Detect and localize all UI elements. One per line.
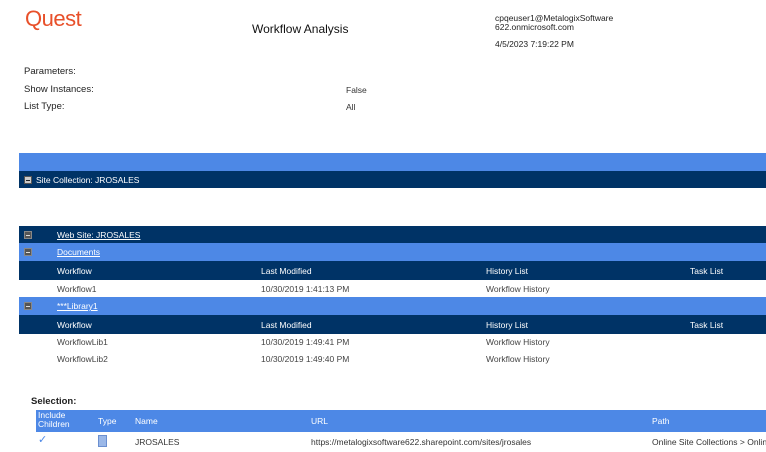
parameters-heading: Parameters:: [24, 66, 76, 77]
selection-row: ✓ JROSALES https://metalogixsoftware622.…: [36, 432, 766, 450]
history-list: Workflow History: [486, 337, 550, 347]
selection-header: Include Children Type Name URL Path: [36, 410, 766, 432]
col-history-list: History List: [486, 319, 529, 330]
table-header: Workflow Last Modified History List Task…: [19, 315, 766, 334]
user-domain: 622.onmicrosoft.com: [495, 22, 574, 32]
workflow-name: WorkflowLib1: [57, 337, 108, 347]
last-modified: 10/30/2019 1:41:13 PM: [261, 284, 350, 294]
col-last-modified: Last Modified: [261, 319, 312, 330]
report-title: Workflow Analysis: [252, 22, 349, 36]
workflow-name: WorkflowLib2: [57, 354, 108, 364]
col-history-list: History List: [486, 265, 529, 276]
col-include-children: Include Children: [38, 410, 70, 429]
quest-logo: Quest: [25, 6, 82, 31]
web-site-row: Web Site: JROSALES: [19, 226, 766, 243]
library1-link[interactable]: ***Library1: [57, 301, 98, 311]
site-type-icon: [98, 435, 107, 447]
collapse-icon[interactable]: [24, 302, 32, 310]
list-row-documents: Documents: [19, 243, 766, 261]
user-email: cpqeuser1@MetalogixSoftware: [495, 13, 614, 23]
selection-heading: Selection:: [31, 396, 77, 407]
col-type: Type: [98, 416, 117, 426]
selection-url[interactable]: https://metalogixsoftware622.sharepoint.…: [311, 437, 532, 447]
col-workflow: Workflow: [57, 265, 92, 276]
list-type-label: List Type:: [24, 101, 65, 112]
col-task-list: Task List: [690, 319, 724, 330]
collapse-icon[interactable]: [24, 248, 32, 256]
selection-name: JROSALES: [135, 437, 180, 447]
show-instances-value: False: [346, 85, 367, 95]
last-modified: 10/30/2019 1:49:41 PM: [261, 337, 350, 347]
col-name: Name: [135, 416, 158, 426]
col-last-modified: Last Modified: [261, 265, 312, 276]
col-task-list: Task List: [690, 265, 724, 276]
site-collection-row: Site Collection: JROSALES: [19, 171, 766, 188]
col-url: URL: [311, 416, 329, 426]
list-type-value: All: [346, 102, 356, 112]
col-workflow: Workflow: [57, 319, 92, 330]
collapse-icon[interactable]: [24, 230, 32, 239]
report-timestamp: 4/5/2023 7:19:22 PM: [495, 39, 574, 49]
web-site-link[interactable]: Web Site: JROSALES: [57, 229, 141, 240]
last-modified: 10/30/2019 1:49:40 PM: [261, 354, 350, 364]
table-row: Workflow1 10/30/2019 1:41:13 PM Workflow…: [19, 281, 766, 297]
collapse-icon[interactable]: [24, 175, 32, 184]
table-row: WorkflowLib2 10/30/2019 1:49:40 PM Workf…: [19, 351, 766, 367]
show-instances-label: Show Instances:: [24, 84, 94, 95]
history-list: Workflow History: [486, 354, 550, 364]
report-band: [19, 153, 766, 171]
user-info: cpqeuser1@MetalogixSoftware 622.onmicroso…: [495, 14, 613, 32]
list-row-library1: ***Library1: [19, 297, 766, 315]
selection-path: Online Site Collections > Online: [652, 437, 766, 447]
history-list: Workflow History: [486, 284, 550, 294]
workflow-name: Workflow1: [57, 284, 97, 294]
table-row: WorkflowLib1 10/30/2019 1:49:41 PM Workf…: [19, 334, 766, 350]
site-collection-label: Site Collection: JROSALES: [36, 174, 140, 185]
check-icon: ✓: [38, 434, 48, 446]
col-path: Path: [652, 416, 670, 426]
table-header: Workflow Last Modified History List Task…: [19, 261, 766, 280]
documents-link[interactable]: Documents: [57, 247, 100, 257]
